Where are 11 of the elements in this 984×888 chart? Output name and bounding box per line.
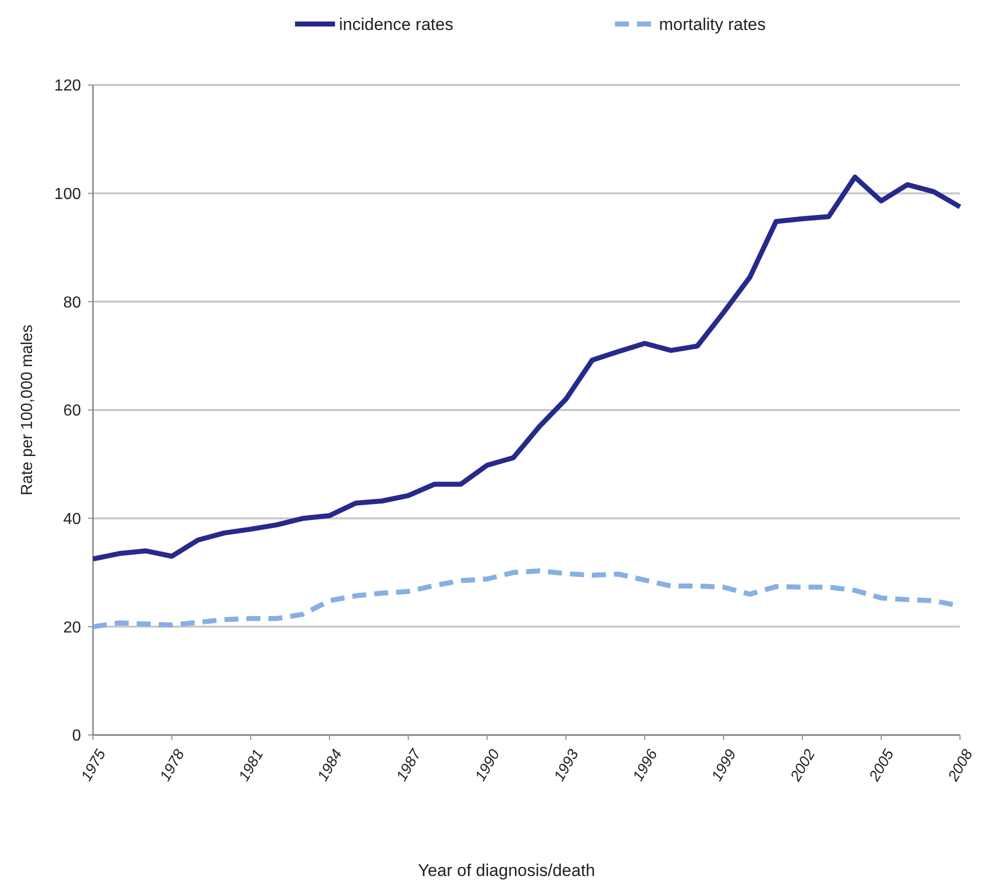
y-tick-label: 60 [63, 402, 82, 420]
legend-label: incidence rates [339, 14, 454, 34]
y-tick-label: 80 [63, 294, 82, 312]
x-axis-title: Year of diagnosis/death [418, 861, 596, 880]
y-tick-label: 40 [63, 510, 82, 528]
y-tick-label: 0 [72, 728, 82, 745]
y-tick-label: 100 [54, 186, 82, 203]
legend-label: mortality rates [659, 14, 766, 34]
y-axis-title: Rate per 100,000 males [19, 324, 36, 496]
y-tick-label: 120 [54, 78, 82, 95]
y-tick-label: 20 [63, 619, 82, 636]
